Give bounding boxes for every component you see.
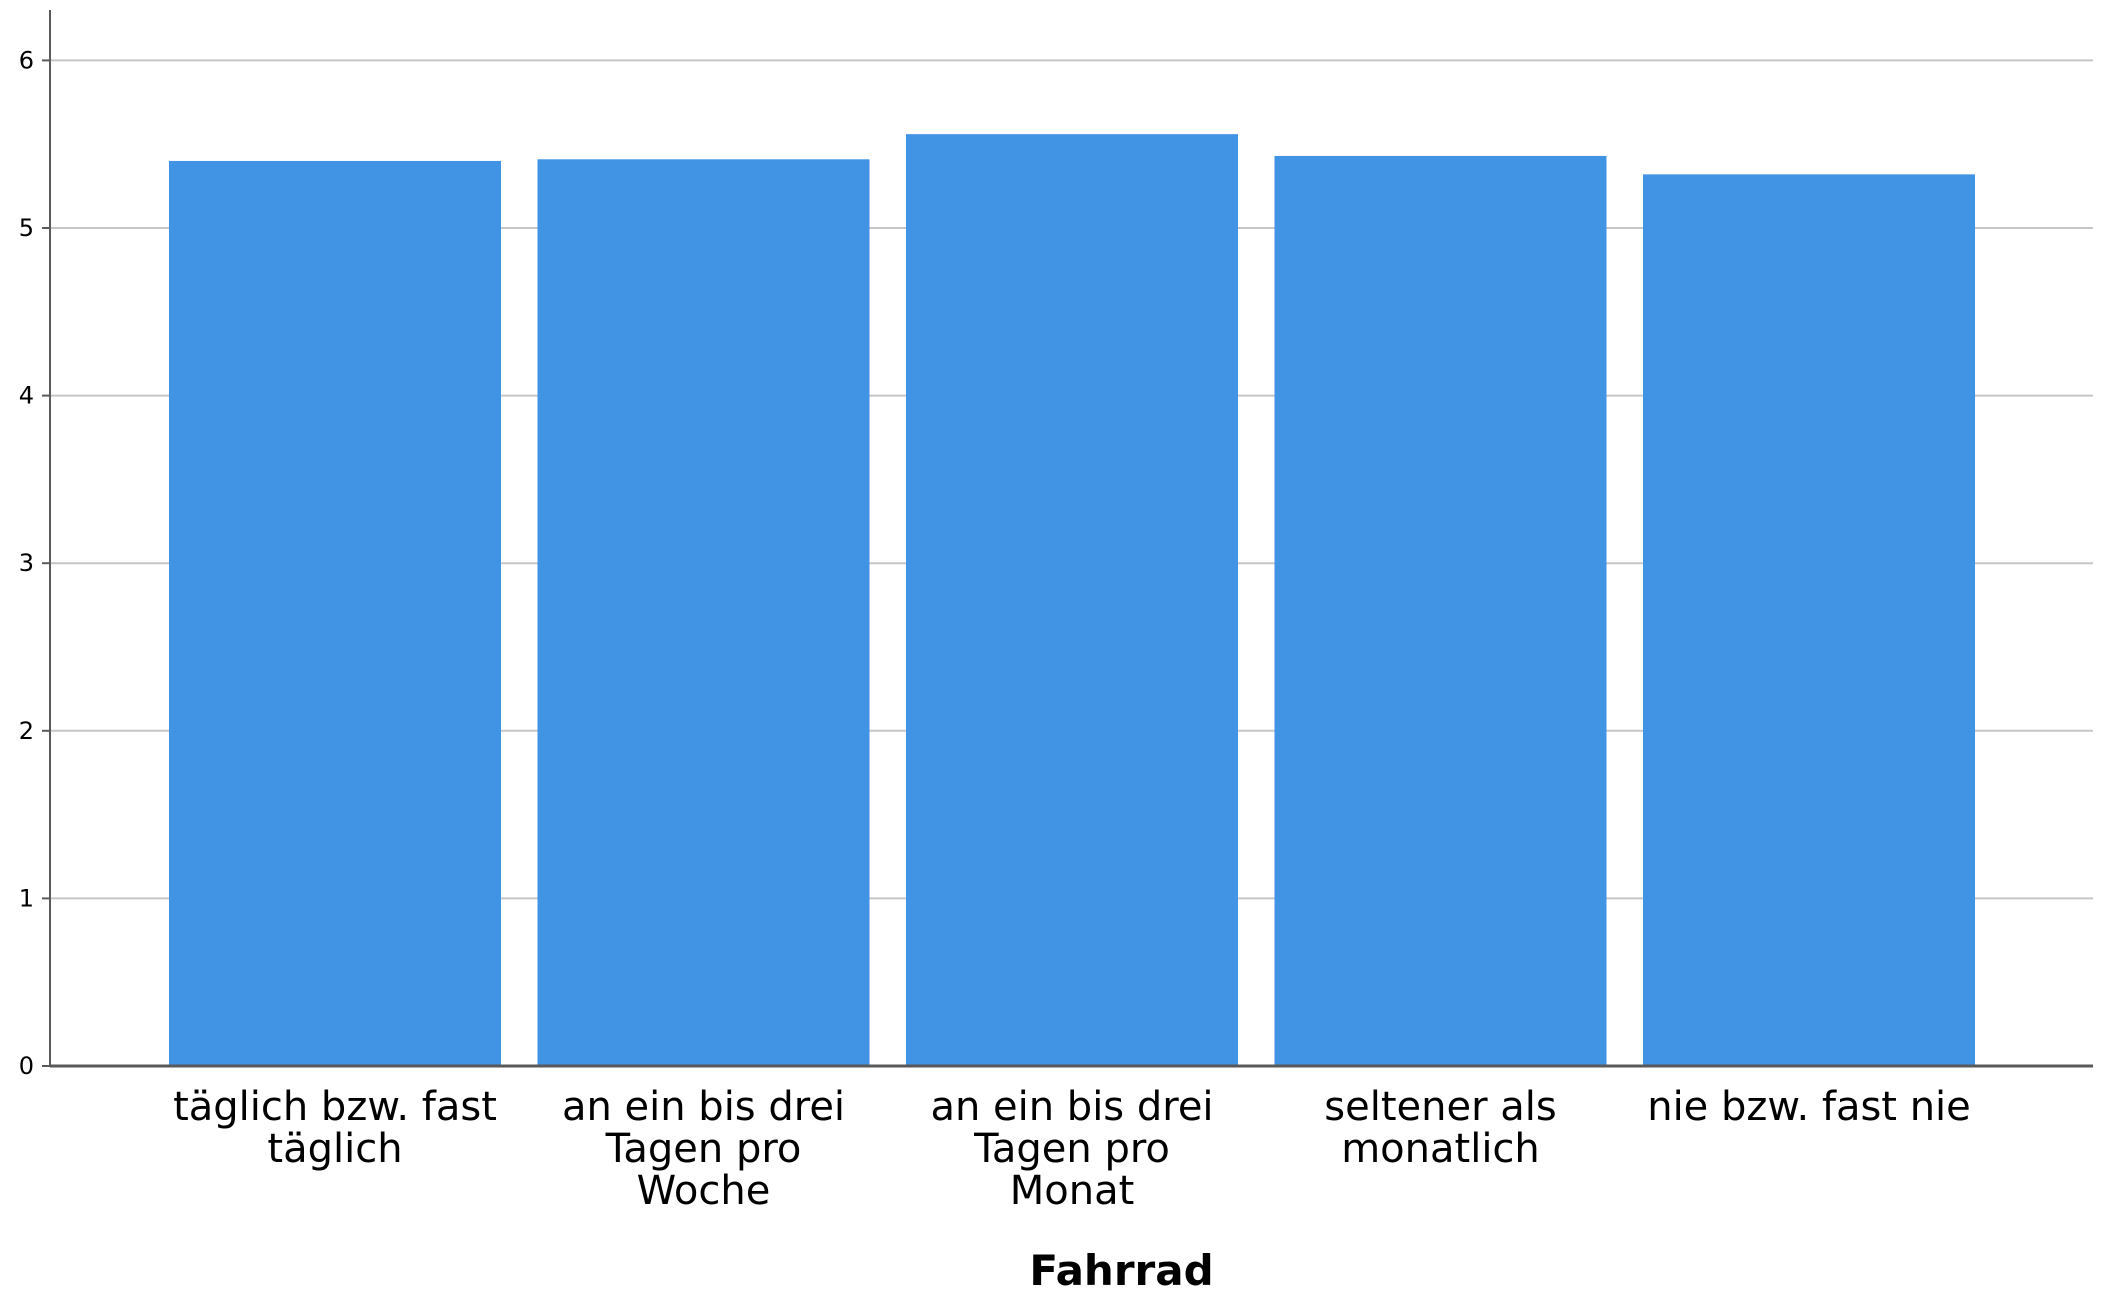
x-tick-label-line: nie bzw. fast nie <box>1647 1084 1971 1130</box>
x-tick-label: seltener als monatlich <box>1324 1084 1556 1172</box>
x-tick-label-line: Tagen pro <box>973 1126 1170 1172</box>
x-tick-label: täglich bzw. fast täglich <box>173 1084 497 1172</box>
bar <box>906 134 1238 1067</box>
bars <box>169 134 1975 1067</box>
y-tick-label: 1 <box>19 884 34 912</box>
x-tick-label-line: an ein bis drei <box>562 1084 845 1130</box>
x-tick-label: an ein bis drei Tagen pro Woche <box>562 1084 845 1214</box>
bar <box>1643 174 1975 1067</box>
y-tick-label: 5 <box>19 214 34 242</box>
x-tick-label-line: monatlich <box>1341 1126 1540 1172</box>
x-tick-label: nie bzw. fast nie <box>1647 1084 1971 1130</box>
x-tick-label-line: täglich <box>267 1126 402 1172</box>
x-tick-label: an ein bis drei Tagen pro Monat <box>930 1084 1213 1214</box>
y-tick-label: 2 <box>19 717 34 745</box>
y-tick-label: 0 <box>19 1052 34 1080</box>
y-tick-label: 4 <box>19 382 34 410</box>
x-tick-label-line: Tagen pro <box>605 1126 802 1172</box>
bar <box>169 160 501 1066</box>
y-tick-label: 3 <box>19 549 34 577</box>
x-tick-label-line: an ein bis drei <box>930 1084 1213 1130</box>
x-tick-label-line: Woche <box>637 1168 771 1214</box>
x-tick-label-line: seltener als <box>1324 1084 1556 1130</box>
x-tick-label-line: Monat <box>1010 1168 1135 1214</box>
x-tick-label-line: täglich bzw. fast <box>173 1084 497 1130</box>
y-tick-label: 6 <box>19 46 34 74</box>
y-tick-labels: 0 1 2 3 4 5 6 <box>19 46 50 1080</box>
bar <box>1274 155 1607 1066</box>
bar <box>537 159 870 1066</box>
axes <box>49 10 2093 1068</box>
x-axis-title: Fahrrad <box>1029 1246 1213 1294</box>
